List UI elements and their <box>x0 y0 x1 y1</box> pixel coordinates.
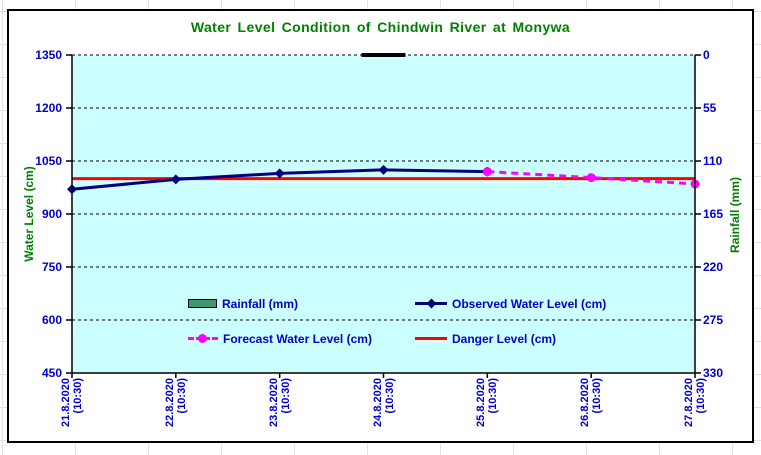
forecast-series-line <box>487 170 696 186</box>
x-axis-label: 23.8.2020 (10:30) <box>267 378 292 427</box>
right-axis-tick-label: 220 <box>703 260 724 274</box>
left-axis-tick-label: 1050 <box>35 154 62 168</box>
legend-item-rainfall: Rainfall (mm) <box>188 296 299 311</box>
forecast-marker <box>482 167 492 177</box>
chart-title: Water Level Condition of Chindwin River … <box>190 19 571 35</box>
x-axis-label: 25.8.2020 (10:30) <box>475 378 500 427</box>
forecast-line-swatch-icon <box>188 334 218 343</box>
legend-label-danger: Danger Level (cm) <box>452 331 557 346</box>
legend-item-danger: Danger Level (cm) <box>415 331 557 346</box>
left-axis-tick-label: 750 <box>41 260 62 274</box>
observed-marker <box>274 168 285 179</box>
danger-line-swatch-icon <box>415 337 447 340</box>
left-axis-tick-label: 900 <box>41 207 62 221</box>
legend-label-rainfall: Rainfall (mm) <box>222 296 299 311</box>
legend-label-forecast: Forecast Water Level (cm) <box>223 331 372 346</box>
left-axis-tick-label: 600 <box>41 313 62 327</box>
x-axis-label: 22.8.2020 (10:30) <box>163 378 188 427</box>
circle-marker-icon <box>198 334 207 343</box>
legend-item-observed: Observed Water Level (cm) <box>415 296 607 311</box>
observed-marker <box>378 164 389 175</box>
diamond-marker-icon <box>426 298 437 309</box>
forecast-marker <box>586 173 596 183</box>
observed-line-swatch-icon <box>415 298 447 309</box>
x-axis-label: 27.8.2020 (10:30) <box>683 378 707 427</box>
right-axis-tick-label: 110 <box>703 154 723 168</box>
x-axis-label: 21.8.2020 (10:30) <box>60 378 84 427</box>
legend-item-forecast: Forecast Water Level (cm) <box>188 331 372 346</box>
right-axis-tick-label: 0 <box>703 48 710 62</box>
left-axis-tick-label: 450 <box>41 366 62 380</box>
right-axis-tick-label: 330 <box>703 366 724 380</box>
x-axis-label: 24.8.2020 (10:30) <box>371 378 396 427</box>
right-axis-tick-label: 55 <box>703 101 717 115</box>
legend-label-observed: Observed Water Level (cm) <box>452 296 607 311</box>
right-axis-tick-label: 165 <box>703 207 724 221</box>
rainfall-swatch-icon <box>188 299 217 308</box>
x-axis-label: 26.8.2020 (10:30) <box>579 378 604 427</box>
rainfall-bar <box>361 53 406 57</box>
left-axis-tick-label: 1350 <box>35 48 62 62</box>
right-axis-tick-label: 275 <box>703 313 724 327</box>
observed-marker <box>170 174 181 185</box>
left-axis-tick-label: 1200 <box>35 101 62 115</box>
